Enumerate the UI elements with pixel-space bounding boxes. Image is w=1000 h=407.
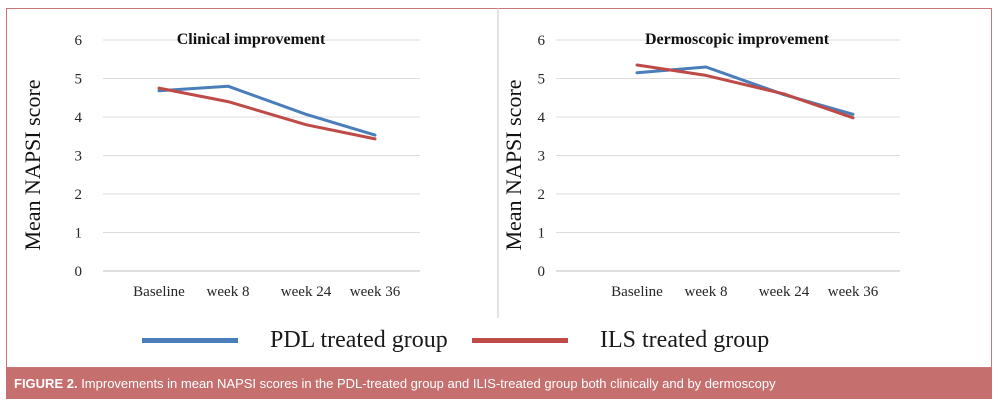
legend-swatch-pdl bbox=[142, 337, 238, 343]
x-tick-label: Baseline bbox=[133, 284, 185, 300]
x-tick-label: week 24 bbox=[281, 284, 332, 300]
y-tick-label: 4 bbox=[538, 110, 546, 126]
y-tick-label: 0 bbox=[538, 264, 546, 280]
y-tick-label: 0 bbox=[75, 264, 83, 280]
x-tick-label: week 8 bbox=[207, 284, 250, 300]
y-tick-label: 6 bbox=[75, 33, 83, 49]
y-tick-label: 5 bbox=[75, 72, 83, 88]
series-line-ils bbox=[635, 63, 855, 120]
legend-label-pdl: PDL treated group bbox=[270, 326, 448, 353]
y-axis-label: Mean NAPSI score bbox=[20, 79, 45, 250]
caption-label: FIGURE 2. bbox=[14, 376, 78, 391]
y-axis-label: Mean NAPSI score bbox=[501, 79, 526, 250]
y-tick-label: 3 bbox=[75, 149, 83, 165]
chart-title: Dermoscopic improvement bbox=[645, 31, 830, 48]
y-tick-label: 3 bbox=[538, 149, 546, 165]
legend: PDL treated group ILS treated group bbox=[0, 318, 1000, 362]
legend-label-ils: ILS treated group bbox=[600, 326, 770, 353]
y-tick-label: 5 bbox=[538, 72, 546, 88]
y-tick-label: 2 bbox=[75, 187, 83, 203]
chart-panel-1: 0 1 2 3 4 5 6 Baseline week 8 week 24 week 36 Clini… bbox=[20, 31, 420, 300]
series-line-pdl bbox=[157, 84, 377, 137]
x-tick-label: week 36 bbox=[828, 284, 879, 300]
y-tick-label: 4 bbox=[75, 110, 83, 126]
charts-canvas: 0 1 2 3 4 5 6 Baseline week 8 week 24 week 36 Clini… bbox=[20, 8, 900, 318]
x-tick-label: week 8 bbox=[685, 284, 728, 300]
y-tick-label: 1 bbox=[75, 226, 83, 242]
legend-item-ils: ILS treated group bbox=[472, 318, 769, 362]
caption-text: Improvements in mean NAPSI scores in the… bbox=[77, 376, 776, 391]
chart-panel-2: 0 1 2 3 4 5 6 Baseline week 8 week 24 week 36 Dermo… bbox=[501, 31, 900, 300]
y-tick-label: 2 bbox=[538, 187, 546, 203]
x-tick-label: week 24 bbox=[759, 284, 810, 300]
x-tick-label: Baseline bbox=[611, 284, 663, 300]
chart-title: Clinical improvement bbox=[177, 31, 326, 48]
y-tick-label: 1 bbox=[538, 226, 546, 242]
figure-caption: FIGURE 2. Improvements in mean NAPSI sco… bbox=[6, 368, 992, 399]
legend-swatch-ils bbox=[472, 337, 568, 343]
y-tick-label: 6 bbox=[538, 33, 546, 49]
x-tick-label: week 36 bbox=[350, 284, 401, 300]
series-line-ils bbox=[157, 86, 377, 141]
legend-item-pdl: PDL treated group bbox=[142, 318, 448, 362]
figure-frame bbox=[6, 8, 992, 368]
